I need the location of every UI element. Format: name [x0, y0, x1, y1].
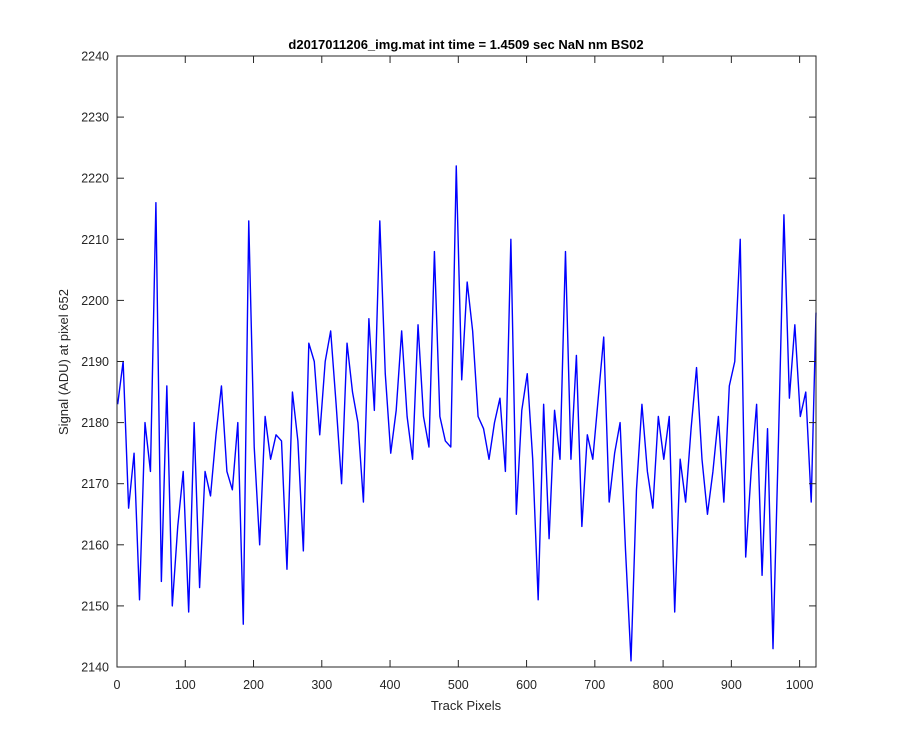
axes-box — [117, 56, 816, 667]
signal-series-line — [116, 165, 817, 662]
chart-title: d2017011206_img.mat int time = 1.4509 se… — [288, 37, 643, 52]
x-tick-label: 700 — [584, 678, 605, 692]
y-tick-label: 2190 — [81, 355, 109, 369]
x-tick-label: 300 — [311, 678, 332, 692]
y-tick-label: 2240 — [81, 50, 109, 64]
x-tick-labels: 0 100 200 300 400 500 600 700 800 900 1000 — [114, 678, 814, 692]
y-tick-label: 2230 — [81, 111, 109, 125]
x-axis-label: Track Pixels — [431, 698, 502, 713]
y-tick-label: 2150 — [81, 599, 109, 613]
y-axis-label: Signal (ADU) at pixel 652 — [56, 289, 71, 435]
y-tick-label: 2180 — [81, 416, 109, 430]
y-tick-label: 2160 — [81, 538, 109, 552]
y-tick-label: 2200 — [81, 294, 109, 308]
x-tick-label: 900 — [721, 678, 742, 692]
y-tick-label: 2210 — [81, 233, 109, 247]
x-tick-label: 1000 — [786, 678, 814, 692]
x-tick-label: 100 — [175, 678, 196, 692]
x-tick-label: 400 — [380, 678, 401, 692]
x-tick-label: 0 — [114, 678, 121, 692]
y-tick-labels: 2140 2150 2160 2170 2180 2190 2200 2210 2220 2230… — [81, 50, 109, 675]
x-tick-label: 500 — [448, 678, 469, 692]
x-tick-label: 600 — [516, 678, 537, 692]
y-tick-label: 2220 — [81, 172, 109, 186]
x-tick-label: 800 — [653, 678, 674, 692]
y-tick-label: 2140 — [81, 661, 109, 675]
plot-area — [116, 56, 817, 667]
y-tick-label: 2170 — [81, 477, 109, 491]
axes-border — [116, 55, 817, 668]
x-tick-label: 200 — [243, 678, 264, 692]
